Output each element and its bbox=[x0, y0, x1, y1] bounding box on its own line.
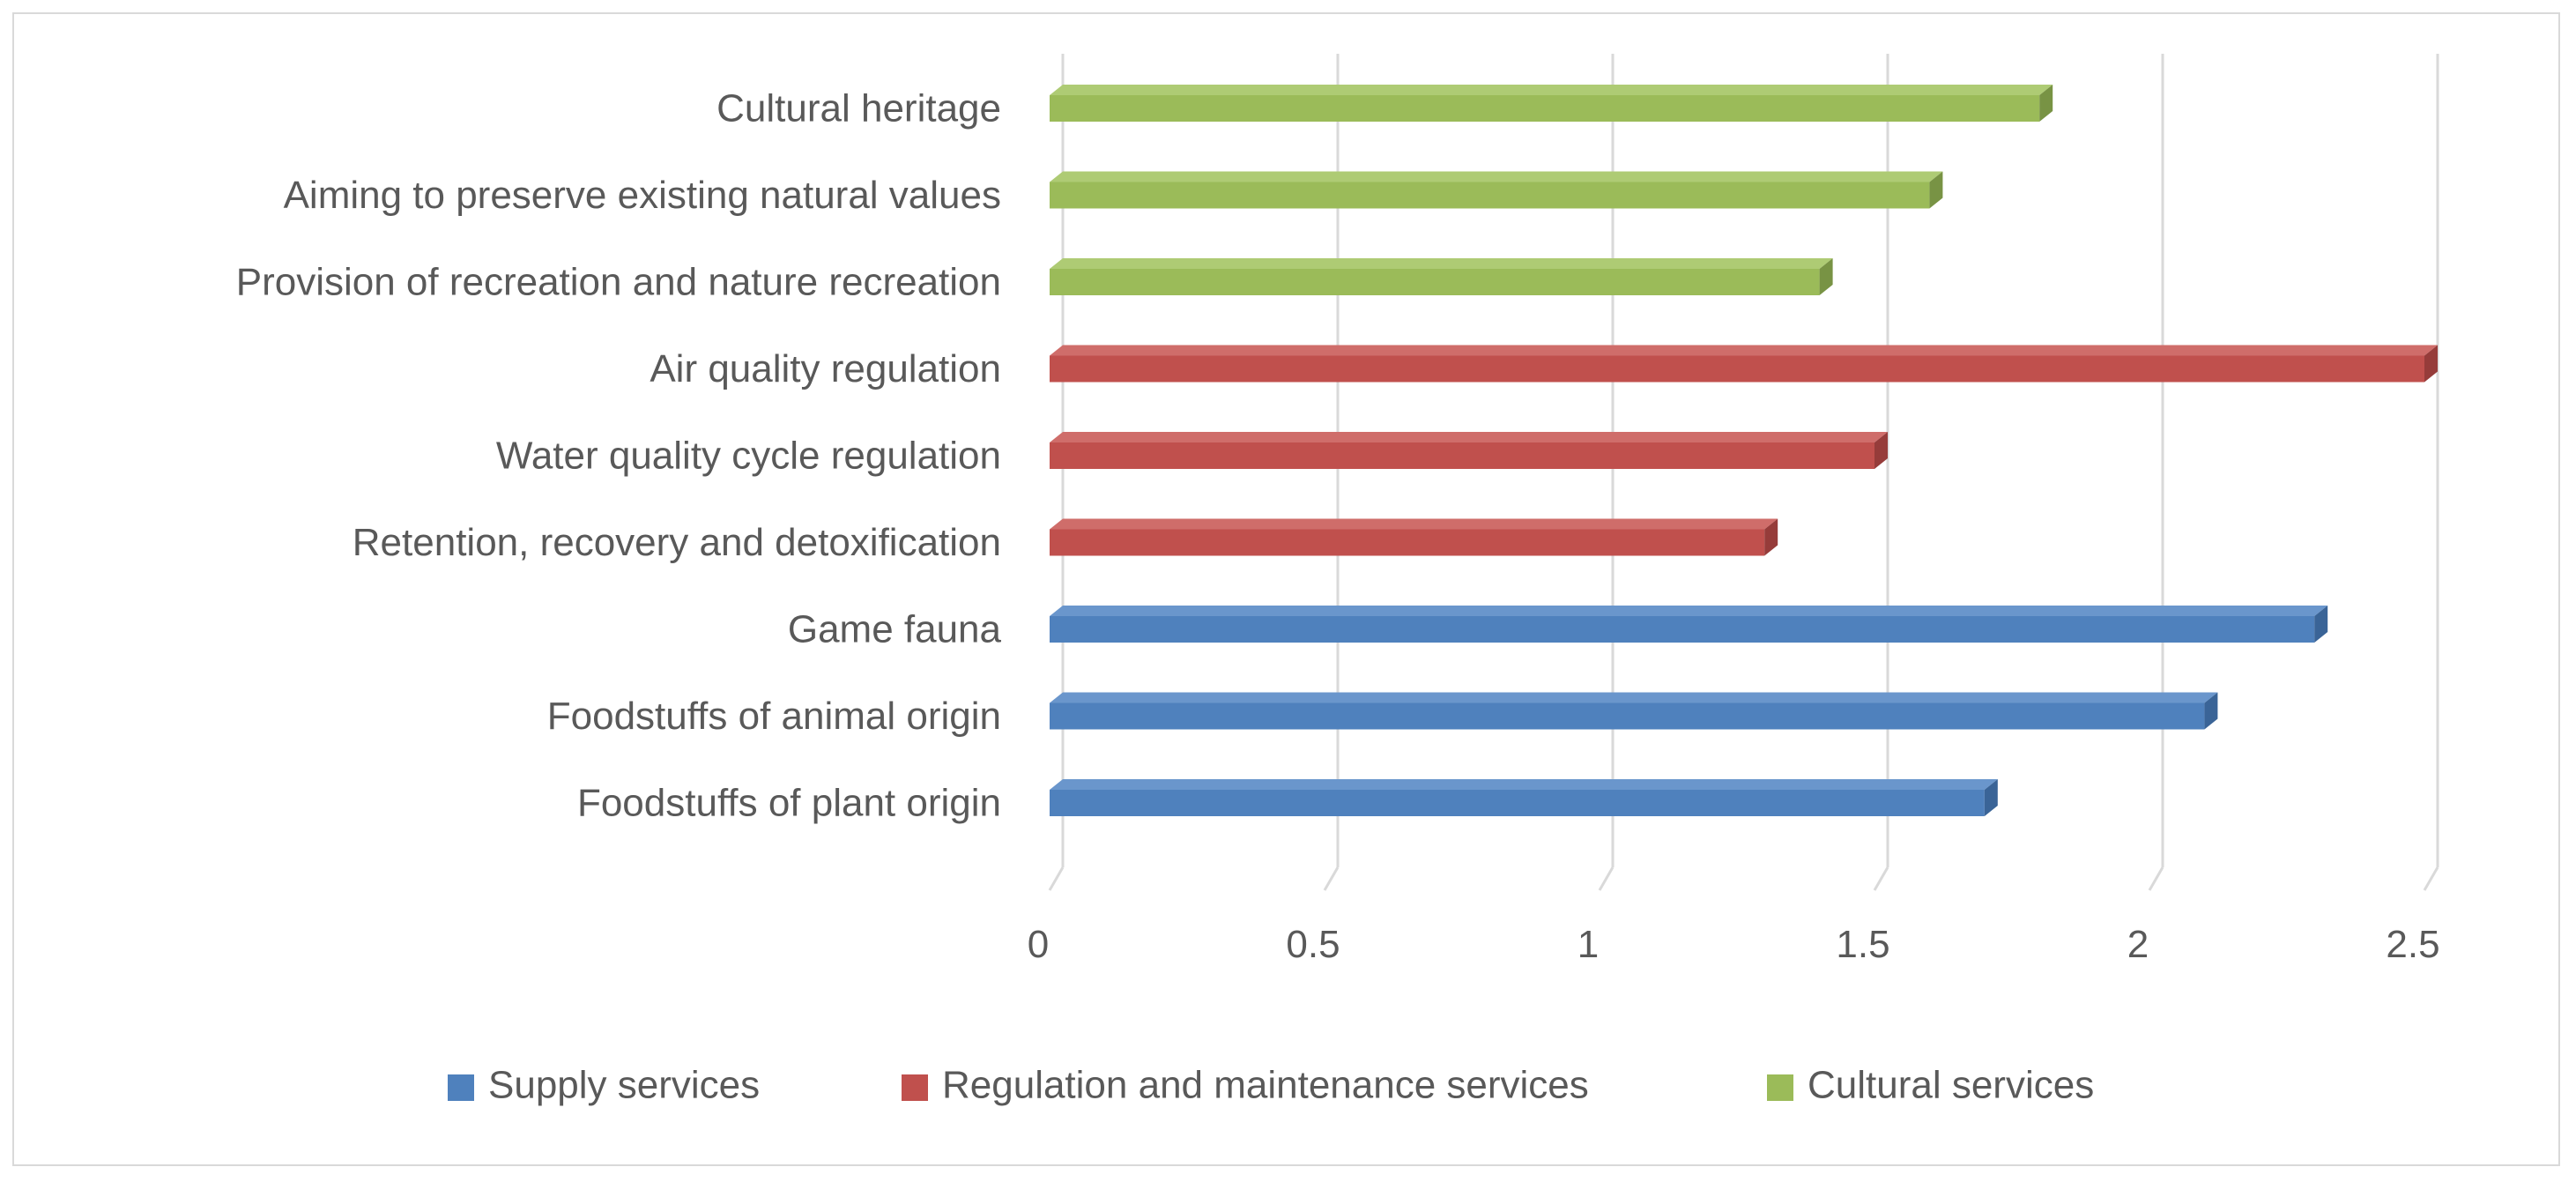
floor-gridline bbox=[2423, 866, 2439, 891]
bar-end bbox=[1929, 171, 1943, 209]
bar-2 bbox=[1050, 692, 2218, 730]
bar-top bbox=[1050, 692, 2218, 703]
legend-swatch bbox=[902, 1074, 928, 1101]
category-label: Aiming to preserve existing natural valu… bbox=[284, 174, 1001, 217]
bar-chart: Foodstuffs of plant origin Foodstuffs of … bbox=[236, 54, 2440, 1107]
bar-top bbox=[1050, 258, 1833, 269]
legend-swatch bbox=[448, 1074, 474, 1101]
floor-gridline bbox=[1598, 866, 1615, 891]
bar-front bbox=[1050, 442, 1874, 469]
bar-9 bbox=[1050, 85, 2053, 122]
x-tick-label: 1.5 bbox=[1836, 923, 1889, 966]
bar-top bbox=[1050, 779, 1998, 790]
bar-8 bbox=[1050, 171, 1943, 209]
legend-swatch bbox=[1767, 1074, 1793, 1101]
x-tick-label: 2.5 bbox=[2386, 923, 2439, 966]
legend-item: Cultural services bbox=[1767, 1064, 2094, 1107]
x-tick-labels: 0 0.5 1 1.5 2 2.5 bbox=[1028, 923, 2440, 966]
legend-label: Supply services bbox=[488, 1064, 760, 1107]
legend-label: Regulation and maintenance services bbox=[942, 1064, 1589, 1107]
x-tick-label: 2 bbox=[2127, 923, 2149, 966]
floor-gridline bbox=[1323, 866, 1340, 891]
bar-end bbox=[1874, 432, 1888, 469]
bar-7 bbox=[1050, 258, 1833, 295]
bar-top bbox=[1050, 518, 1778, 530]
category-label: Retention, recovery and detoxification bbox=[353, 521, 1001, 564]
bar-front bbox=[1050, 529, 1765, 556]
chart-frame: Foodstuffs of plant origin Foodstuffs of … bbox=[12, 12, 2560, 1166]
bar-3 bbox=[1050, 606, 2328, 643]
bar-5 bbox=[1050, 432, 1888, 469]
bar-end bbox=[1819, 258, 1833, 295]
bar-4 bbox=[1050, 518, 1778, 556]
bar-front bbox=[1050, 703, 2205, 730]
category-label: Water quality cycle regulation bbox=[496, 435, 1001, 478]
bars bbox=[1050, 85, 2438, 816]
bar-end bbox=[2314, 606, 2328, 643]
x-tick-label: 1 bbox=[1578, 923, 1599, 966]
bar-front bbox=[1050, 182, 1930, 209]
bar-top bbox=[1050, 171, 1943, 182]
floor-gridline bbox=[2148, 866, 2164, 891]
floor-gridline bbox=[1048, 866, 1065, 891]
x-tick-label: 0.5 bbox=[1286, 923, 1340, 966]
bar-top bbox=[1050, 432, 1888, 442]
bar-end bbox=[2039, 85, 2053, 122]
bar-top bbox=[1050, 606, 2328, 616]
legend: Supply services Regulation and maintenanc… bbox=[448, 1064, 2094, 1107]
legend-label: Cultural services bbox=[1808, 1064, 2094, 1107]
category-label: Cultural heritage bbox=[716, 87, 1001, 130]
bar-front bbox=[1050, 790, 1985, 816]
bar-end bbox=[2204, 692, 2218, 730]
category-label: Provision of recreation and nature recre… bbox=[236, 261, 1001, 304]
category-label: Foodstuffs of plant origin bbox=[577, 782, 1001, 825]
bar-end bbox=[1764, 518, 1778, 556]
category-label: Foodstuffs of animal origin bbox=[547, 695, 1001, 738]
bar-front bbox=[1050, 269, 1820, 295]
bar-1 bbox=[1050, 779, 1998, 816]
category-label: Air quality regulation bbox=[650, 347, 1001, 390]
legend-item: Regulation and maintenance services bbox=[902, 1064, 1589, 1107]
x-tick-label: 0 bbox=[1028, 923, 1049, 966]
category-labels: Foodstuffs of plant origin Foodstuffs of … bbox=[236, 87, 1002, 825]
category-label: Game fauna bbox=[788, 608, 1002, 651]
bar-6 bbox=[1050, 345, 2438, 383]
bar-top bbox=[1050, 345, 2438, 356]
bar-end bbox=[2424, 345, 2438, 383]
bar-front bbox=[1050, 95, 2040, 122]
bar-front bbox=[1050, 355, 2424, 383]
bar-top bbox=[1050, 85, 2053, 95]
bar-front bbox=[1050, 616, 2315, 643]
bar-end bbox=[1984, 779, 1998, 816]
legend-item: Supply services bbox=[448, 1064, 760, 1107]
floor-gridline bbox=[1873, 866, 1889, 891]
